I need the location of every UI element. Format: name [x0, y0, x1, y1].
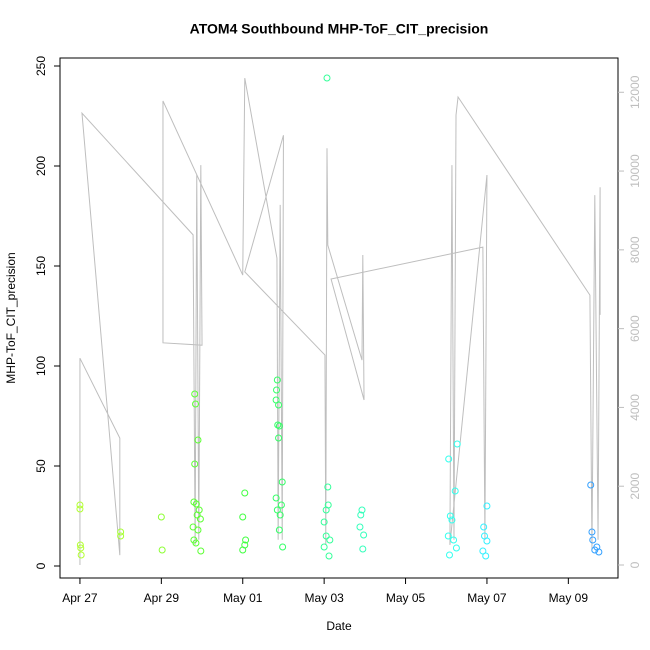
- point: [588, 528, 596, 536]
- point: [322, 506, 330, 514]
- y-tick-label: 100: [34, 356, 48, 376]
- point: [320, 518, 328, 526]
- point: [323, 74, 331, 82]
- x-tick-label: Apr 27: [62, 591, 98, 605]
- y-tick-label: 150: [34, 256, 48, 276]
- point: [191, 460, 199, 468]
- y2-tick-label: 6000: [628, 315, 642, 342]
- point: [482, 552, 490, 560]
- point: [192, 539, 200, 547]
- y2-tick-label: 8000: [628, 236, 642, 263]
- point: [452, 544, 460, 552]
- point: [448, 516, 456, 524]
- point: [197, 547, 205, 555]
- point: [360, 531, 368, 539]
- point: [77, 551, 85, 559]
- point: [483, 537, 491, 545]
- y2-tick-label: 0: [628, 561, 642, 568]
- point: [595, 548, 603, 556]
- point: [453, 440, 461, 448]
- x-axis-label: Date: [326, 619, 352, 633]
- point: [450, 536, 458, 544]
- point: [194, 436, 202, 444]
- x-tick-label: May 03: [304, 591, 344, 605]
- point: [273, 376, 281, 384]
- point: [322, 532, 330, 540]
- x-tick-label: May 05: [386, 591, 426, 605]
- point: [76, 541, 84, 549]
- point: [157, 513, 165, 521]
- point: [196, 515, 204, 523]
- point: [272, 494, 280, 502]
- point: [117, 528, 125, 536]
- point: [325, 552, 333, 560]
- point: [324, 483, 332, 491]
- point: [277, 501, 285, 509]
- point: [275, 526, 283, 534]
- point: [76, 505, 84, 513]
- point: [276, 511, 284, 519]
- point: [279, 543, 287, 551]
- point: [357, 511, 365, 519]
- y-axis-label: MHP-ToF_CIT_precision: [4, 252, 18, 383]
- y-tick-label: 250: [34, 56, 48, 76]
- point: [77, 544, 85, 552]
- y2-tick-label: 12000: [628, 75, 642, 109]
- point: [192, 500, 200, 508]
- y-tick-label: 200: [34, 156, 48, 176]
- point: [356, 523, 364, 531]
- point: [446, 551, 454, 559]
- point: [587, 481, 595, 489]
- point: [274, 421, 282, 429]
- point: [275, 401, 283, 409]
- x-tick-label: May 07: [467, 591, 507, 605]
- chart-title: ATOM4 Southbound MHP-ToF_CIT_precision: [190, 21, 489, 37]
- point: [194, 526, 202, 534]
- point: [451, 487, 459, 495]
- point: [480, 523, 488, 531]
- point: [359, 545, 367, 553]
- point: [191, 390, 199, 398]
- point: [273, 386, 281, 394]
- x-tick-label: Apr 29: [144, 591, 180, 605]
- y-tick-label: 0: [34, 562, 48, 569]
- x-tick-label: May 01: [223, 591, 263, 605]
- point: [444, 532, 452, 540]
- point: [117, 532, 125, 540]
- point: [591, 546, 599, 554]
- point: [275, 422, 283, 430]
- point: [189, 523, 197, 531]
- point: [278, 478, 286, 486]
- point: [239, 546, 247, 554]
- plot-frame: [59, 57, 619, 579]
- point: [241, 489, 249, 497]
- point: [158, 546, 166, 554]
- y2-tick-label: 2000: [628, 473, 642, 500]
- point: [358, 506, 366, 514]
- line-series: [79, 78, 601, 565]
- point: [445, 455, 453, 463]
- y-tick-label: 50: [34, 459, 48, 473]
- point: [326, 536, 334, 544]
- point: [589, 536, 597, 544]
- y2-tick-label: 10000: [628, 154, 642, 188]
- point: [239, 513, 247, 521]
- point: [446, 512, 454, 520]
- point: [242, 536, 250, 544]
- point: [320, 543, 328, 551]
- point: [483, 502, 491, 510]
- point: [275, 434, 283, 442]
- x-tick-label: May 09: [549, 591, 589, 605]
- point: [192, 400, 200, 408]
- point: [76, 501, 84, 509]
- y2-tick-label: 4000: [628, 394, 642, 421]
